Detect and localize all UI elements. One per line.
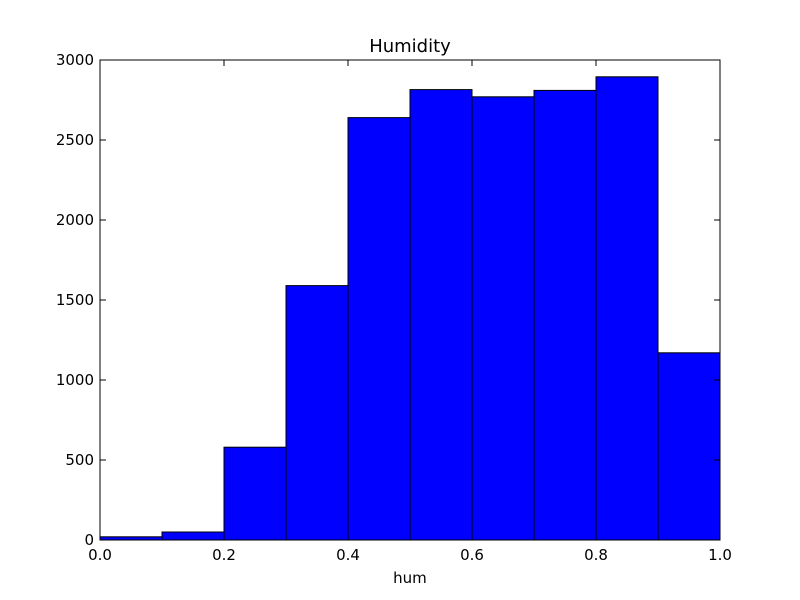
y-tick-label: 1000 (56, 371, 94, 389)
y-tick-label: 500 (65, 451, 94, 469)
x-tick-label: 1.0 (708, 546, 732, 564)
histogram-bar (347, 117, 411, 541)
bars-layer (99, 76, 721, 541)
y-tick-label: 3000 (56, 51, 94, 69)
chart-title: Humidity (369, 36, 451, 57)
y-tick-label: 2000 (56, 211, 94, 229)
plot-frame (99, 59, 721, 541)
histogram-bar (657, 352, 721, 541)
y-tick-label: 0 (84, 531, 94, 549)
x-tick-label: 0.6 (460, 546, 484, 564)
x-tick-label: 0.8 (584, 546, 608, 564)
y-tick-label: 2500 (56, 131, 94, 149)
x-tick-label: 0.4 (336, 546, 360, 564)
histogram-bar (533, 89, 597, 541)
histogram-bar (223, 446, 287, 541)
histogram-bar (161, 531, 225, 541)
x-tick-label: 0.2 (212, 546, 236, 564)
x-axis-label: hum (393, 569, 427, 587)
x-tick-label: 0.0 (88, 546, 112, 564)
histogram-bar (409, 89, 473, 541)
histogram-bar (285, 285, 349, 541)
histogram-bar (471, 96, 535, 541)
histogram-bar (595, 76, 659, 541)
y-tick-label: 1500 (56, 291, 94, 309)
ticks-layer: 0.0 0.2 0.4 0.6 0.8 1.0 0 500 1000 1500 2000 2500 30… (56, 51, 732, 564)
